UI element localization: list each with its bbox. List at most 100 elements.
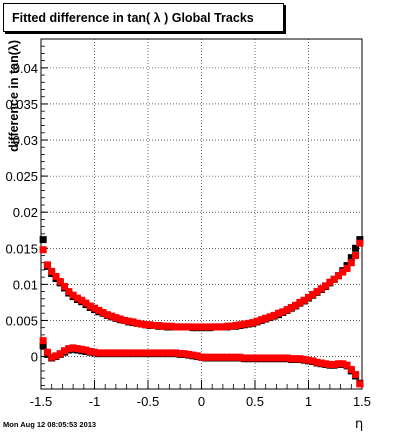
data-point <box>210 323 218 331</box>
data-point <box>82 346 90 354</box>
data-point <box>275 309 283 317</box>
data-markers <box>39 236 364 388</box>
data-point <box>287 355 295 363</box>
data-point <box>334 360 342 368</box>
data-point <box>227 322 235 330</box>
data-point <box>266 313 274 321</box>
data-point <box>356 236 364 244</box>
data-point <box>43 348 51 356</box>
y-tick-label: 0.03 <box>13 133 38 148</box>
data-point <box>210 353 218 361</box>
data-point <box>108 312 116 320</box>
data-point <box>155 321 163 329</box>
data-point <box>347 259 355 267</box>
data-point <box>253 354 261 362</box>
y-tick-label: 0.035 <box>5 97 38 112</box>
data-point <box>86 347 94 355</box>
data-point <box>287 303 295 311</box>
data-point <box>309 357 317 365</box>
data-point <box>65 288 73 296</box>
data-point <box>292 301 300 309</box>
data-point <box>52 352 60 360</box>
data-point <box>180 323 188 331</box>
data-point <box>56 350 64 358</box>
data-point <box>245 354 253 362</box>
y-tick-label: 0.01 <box>13 277 38 292</box>
data-point <box>215 323 223 331</box>
y-axis-label: difference in tan(λ) <box>7 40 21 152</box>
data-point <box>99 309 107 317</box>
data-point <box>219 353 227 361</box>
data-point <box>236 353 244 361</box>
data-point <box>352 244 360 252</box>
data-point <box>262 354 270 362</box>
data-point <box>193 352 201 360</box>
data-point <box>73 345 81 353</box>
data-point <box>39 337 47 345</box>
data-point <box>240 320 248 328</box>
data-point <box>283 354 291 362</box>
data-point <box>168 349 176 357</box>
data-point <box>138 320 146 328</box>
data-point <box>185 323 193 331</box>
data-point <box>283 306 291 314</box>
data-point <box>257 354 265 362</box>
data-point <box>343 264 351 272</box>
data-point <box>347 366 355 374</box>
data-point <box>142 349 150 357</box>
data-point <box>69 344 77 352</box>
data-point <box>142 321 150 329</box>
data-point <box>339 268 347 276</box>
data-point <box>150 321 158 329</box>
chart-title: Fitted difference in tan( λ ) Global Tra… <box>12 11 254 25</box>
data-point <box>116 315 124 323</box>
data-point <box>206 323 214 331</box>
data-point <box>159 322 167 330</box>
x-tick-label: 0 <box>198 394 205 409</box>
data-point <box>189 351 197 359</box>
data-point <box>69 291 77 299</box>
y-tick-label: 0.02 <box>13 205 38 220</box>
data-point <box>223 353 231 361</box>
data-point <box>133 349 141 357</box>
data-point <box>112 314 120 322</box>
data-point <box>172 323 180 331</box>
data-point <box>168 322 176 330</box>
grid <box>41 39 362 389</box>
data-point <box>326 360 334 368</box>
data-point <box>223 322 231 330</box>
data-point <box>253 317 261 325</box>
data-point <box>313 358 321 366</box>
data-point <box>202 353 210 361</box>
data-point <box>300 296 308 304</box>
data-point <box>232 321 240 329</box>
data-point <box>193 323 201 331</box>
data-point <box>296 298 304 306</box>
data-point <box>146 321 154 329</box>
x-tick-labels: -1.5 -1 -0.5 0 0.5 1 1.5 <box>30 394 371 409</box>
data-point <box>262 314 270 322</box>
data-point <box>112 349 120 357</box>
data-point <box>125 349 133 357</box>
data-point <box>356 239 364 247</box>
data-point <box>163 349 171 357</box>
data-point <box>352 371 360 379</box>
data-point <box>352 251 360 259</box>
data-point <box>56 277 64 285</box>
data-point <box>339 360 347 368</box>
data-point <box>78 296 86 304</box>
data-point <box>48 353 56 361</box>
data-point <box>309 290 317 298</box>
data-point <box>120 316 128 324</box>
data-point <box>95 349 103 357</box>
data-point <box>347 254 355 262</box>
data-point <box>91 304 98 312</box>
data-point <box>172 349 180 357</box>
y-tick-label: 0.005 <box>5 313 38 328</box>
data-point <box>206 353 214 361</box>
data-point <box>176 323 184 331</box>
data-point <box>73 294 81 302</box>
data-point <box>240 354 248 362</box>
data-point <box>322 360 330 368</box>
data-point <box>198 353 205 361</box>
